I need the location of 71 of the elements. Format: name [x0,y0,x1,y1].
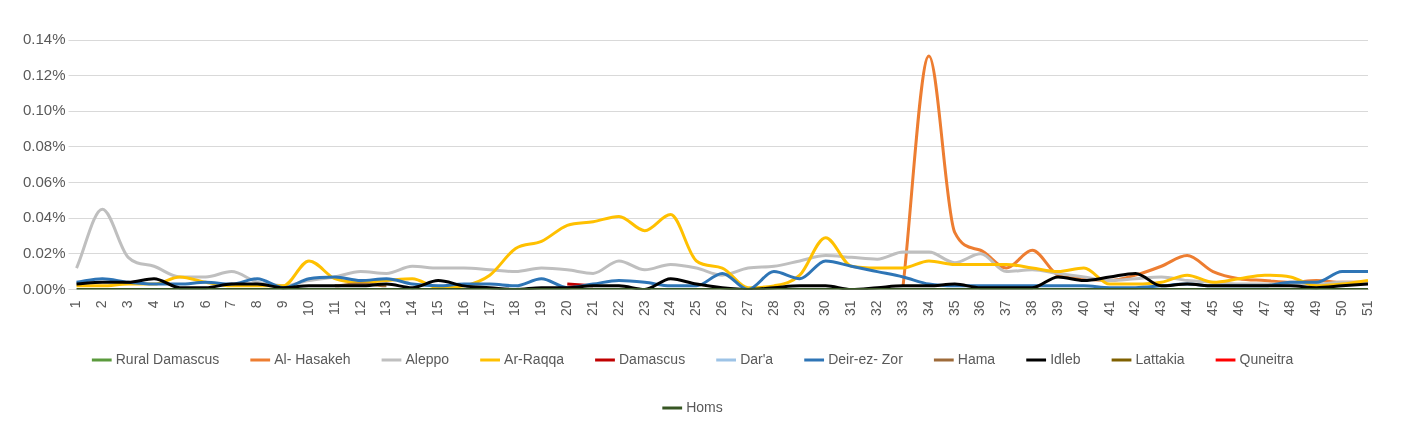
x-tick-label: 46 [1229,300,1246,317]
x-tick-label: 12 [351,300,368,317]
y-tick-label: 0.06% [22,172,66,190]
legend-label: Lattakia [1135,350,1185,367]
legend-label: Quneitra [1239,350,1294,367]
y-tick-label: 0.08% [22,137,66,155]
x-tick-label: 19 [532,300,549,317]
legend-label: Hama [957,350,996,367]
x-tick-label: 29 [790,300,807,317]
x-tick-label: 23 [635,300,652,317]
legend-label: Deir-ez- Zor [828,350,904,367]
legend-label: Damascus [618,350,686,367]
x-tick-label: 24 [661,300,678,317]
x-tick-label: 26 [713,300,730,317]
x-tick-label: 37 [997,300,1014,317]
x-tick-label: 42 [1126,300,1143,317]
x-tick-label: 27 [738,300,755,317]
x-tick-label: 47 [1255,300,1272,317]
x-tick-label: 21 [583,300,600,317]
x-tick-label: 50 [1333,300,1350,317]
x-tick-label: 44 [1178,300,1195,317]
x-tick-label: 4 [144,300,161,309]
x-tick-label: 2 [93,300,110,309]
x-tick-label: 49 [1307,300,1324,317]
y-tick-label: 0.02% [22,243,66,261]
x-tick-label: 13 [377,300,394,317]
x-tick-label: 3 [119,300,136,309]
legend-label: Aleppo [405,350,450,367]
y-tick-label: 0.14% [22,30,66,48]
x-tick-label: 40 [1074,300,1091,317]
x-tick-label: 41 [1100,300,1117,317]
x-tick-label: 5 [170,300,187,309]
legend-label: Dar'a [740,350,774,367]
legend-label: Idleb [1050,350,1081,367]
x-tick-label: 10 [299,300,316,317]
legend-label: Rural Damascus [115,350,220,367]
x-tick-label: 7 [222,300,239,309]
legend-label: Homs [686,398,723,415]
x-tick-label: 31 [842,300,859,317]
x-tick-label: 6 [196,300,213,309]
x-tick-label: 28 [764,300,781,317]
x-tick-label: 16 [454,300,471,317]
y-tick-label: 0.00% [22,279,66,297]
y-tick-label: 0.12% [22,65,66,83]
x-tick-label: 11 [325,300,342,315]
x-tick-label: 20 [558,300,575,317]
x-tick-label: 1 [67,300,84,309]
x-tick-label: 43 [1152,300,1169,317]
x-tick-label: 14 [403,300,420,317]
x-tick-label: 8 [248,300,265,309]
x-tick-label: 48 [1281,300,1298,317]
legend-label: Al- Hasakeh [274,350,351,367]
x-tick-label: 33 [893,300,910,317]
x-tick-label: 25 [687,300,704,317]
x-tick-label: 32 [868,300,885,317]
x-tick-label: 45 [1203,300,1220,317]
y-tick-label: 0.04% [22,208,66,226]
x-tick-label: 18 [506,300,523,317]
x-tick-label: 39 [1048,300,1065,317]
x-tick-label: 17 [480,300,497,317]
x-tick-label: 38 [1023,300,1040,317]
x-tick-label: 15 [429,300,445,317]
x-tick-label: 35 [945,300,962,317]
x-tick-label: 22 [609,300,626,317]
x-tick-label: 36 [971,300,988,317]
x-tick-label: 51 [1358,300,1375,317]
legend-label: Ar-Raqqa [504,350,565,367]
x-tick-label: 9 [274,300,291,309]
x-tick-label: 30 [816,300,833,317]
x-tick-label: 34 [919,300,936,317]
y-tick-label: 0.10% [22,101,66,119]
